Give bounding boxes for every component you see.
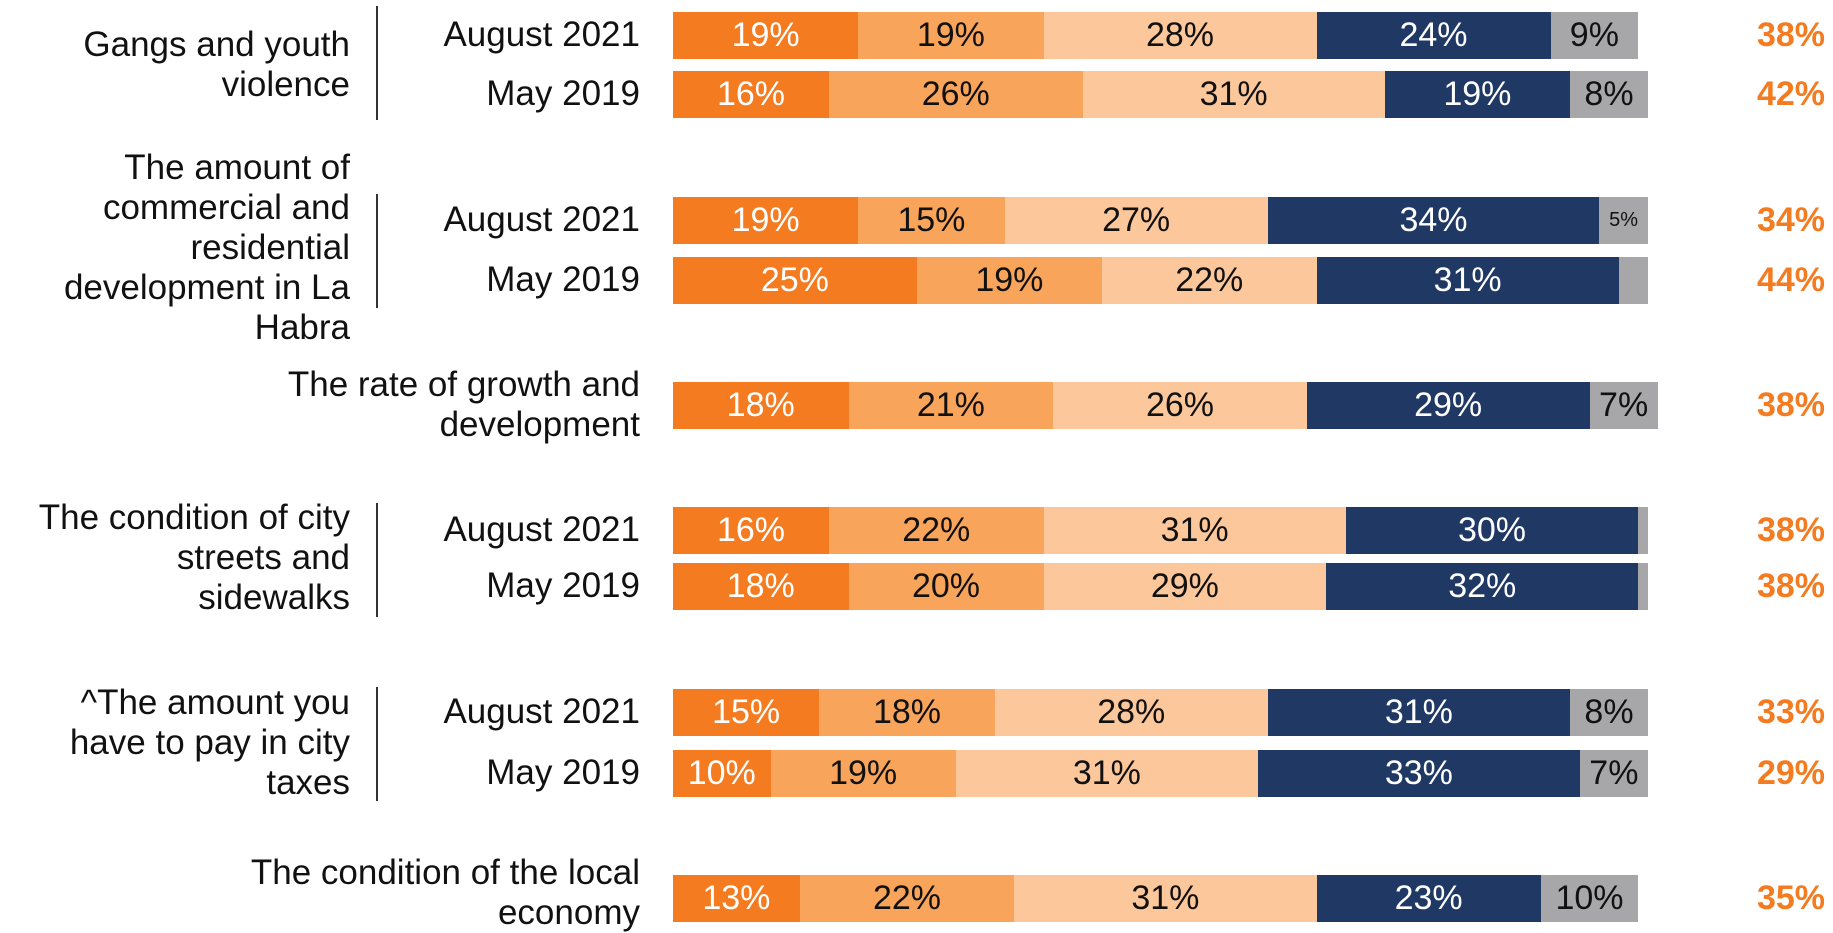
row-label: May 2019 bbox=[486, 753, 640, 792]
total-label: 44% bbox=[1756, 261, 1825, 299]
group-label: ^The amount you have to pay in city taxe… bbox=[69, 683, 350, 802]
row-label: August 2021 bbox=[443, 200, 640, 239]
bar-segment: 34% bbox=[1267, 196, 1600, 244]
bar-segment: 10% bbox=[673, 749, 771, 797]
bar-segment: 5% bbox=[1599, 196, 1648, 244]
bar-segment: 22% bbox=[1102, 256, 1317, 304]
group-label: The amount of commercial and residential… bbox=[63, 148, 350, 347]
row-label: May 2019 bbox=[486, 260, 640, 299]
bar-segment: 28% bbox=[1043, 11, 1317, 59]
row-label: May 2019 bbox=[486, 74, 640, 113]
bar-segment: 19% bbox=[858, 11, 1044, 59]
bar-segment: 16% bbox=[673, 70, 829, 118]
separator bbox=[376, 503, 378, 617]
row-label: August 2021 bbox=[443, 15, 640, 54]
bar-segment: 19% bbox=[916, 256, 1102, 304]
bar-segment: 29% bbox=[1306, 381, 1590, 429]
bar-segment: 19% bbox=[770, 749, 956, 797]
total-label: 38% bbox=[1756, 386, 1825, 424]
group-label: Gangs and youth violence bbox=[83, 25, 350, 104]
bar-segment: 29% bbox=[1043, 562, 1327, 610]
bar-segment: 31% bbox=[955, 749, 1258, 797]
bar-segment: 10% bbox=[1540, 874, 1639, 922]
bar-segment: 18% bbox=[673, 562, 849, 610]
bar-segment bbox=[1618, 256, 1648, 304]
total-label: 38% bbox=[1756, 567, 1825, 605]
bar-segment: 26% bbox=[1053, 381, 1307, 429]
bar-segment: 22% bbox=[799, 874, 1015, 922]
group-label: The condition of the local economy bbox=[250, 853, 640, 932]
total-label: 35% bbox=[1756, 879, 1825, 917]
bar-segment: 19% bbox=[1384, 70, 1570, 118]
bar-segment: 19% bbox=[673, 11, 859, 59]
bar-segment: 16% bbox=[673, 506, 829, 554]
bar-segment: 31% bbox=[1043, 506, 1346, 554]
bar-segment: 31% bbox=[1082, 70, 1385, 118]
row-label: August 2021 bbox=[443, 692, 640, 731]
total-label: 34% bbox=[1756, 201, 1825, 239]
group-label: The condition of city streets and sidewa… bbox=[38, 498, 350, 617]
bar-segment: 23% bbox=[1316, 874, 1541, 922]
separator bbox=[376, 687, 378, 801]
bar-segment: 18% bbox=[819, 688, 995, 736]
total-label: 38% bbox=[1756, 511, 1825, 549]
bar-segment: 8% bbox=[1570, 70, 1648, 118]
bar-segment: 7% bbox=[1589, 381, 1658, 429]
bar-segment: 21% bbox=[848, 381, 1054, 429]
bar-segment: 30% bbox=[1345, 506, 1639, 554]
separator bbox=[376, 6, 378, 120]
bar-segment: 19% bbox=[673, 196, 859, 244]
bar-segment: 22% bbox=[829, 506, 1044, 554]
total-label: 42% bbox=[1756, 75, 1825, 113]
bar-segment: 32% bbox=[1326, 562, 1639, 610]
group-label: The rate of growth and development bbox=[287, 365, 640, 444]
bar-segment: 15% bbox=[673, 688, 820, 736]
bar-segment: 24% bbox=[1316, 11, 1551, 59]
bar-segment bbox=[1638, 506, 1648, 554]
bar-segment: 18% bbox=[673, 381, 849, 429]
bar-segment: 7% bbox=[1579, 749, 1648, 797]
bar-segment: 28% bbox=[994, 688, 1268, 736]
bar-segment: 8% bbox=[1570, 688, 1648, 736]
bar-segment: 15% bbox=[858, 196, 1005, 244]
bar-segment: 13% bbox=[673, 874, 800, 922]
total-label: 38% bbox=[1756, 16, 1825, 54]
bar-segment: 31% bbox=[1014, 874, 1317, 922]
row-label: May 2019 bbox=[486, 566, 640, 605]
bar-segment: 27% bbox=[1004, 196, 1268, 244]
bar-segment: 31% bbox=[1316, 256, 1619, 304]
bar-segment: 9% bbox=[1550, 11, 1639, 59]
bar-segment bbox=[1638, 562, 1648, 610]
bar-segment: 25% bbox=[673, 256, 917, 304]
total-label: 33% bbox=[1756, 693, 1825, 731]
row-label: August 2021 bbox=[443, 510, 640, 549]
bar-segment: 31% bbox=[1267, 688, 1570, 736]
bar-segment: 26% bbox=[829, 70, 1083, 118]
bar-segment: 33% bbox=[1258, 749, 1580, 797]
total-label: 29% bbox=[1756, 754, 1825, 792]
separator bbox=[376, 194, 378, 308]
bar-segment: 20% bbox=[848, 562, 1044, 610]
